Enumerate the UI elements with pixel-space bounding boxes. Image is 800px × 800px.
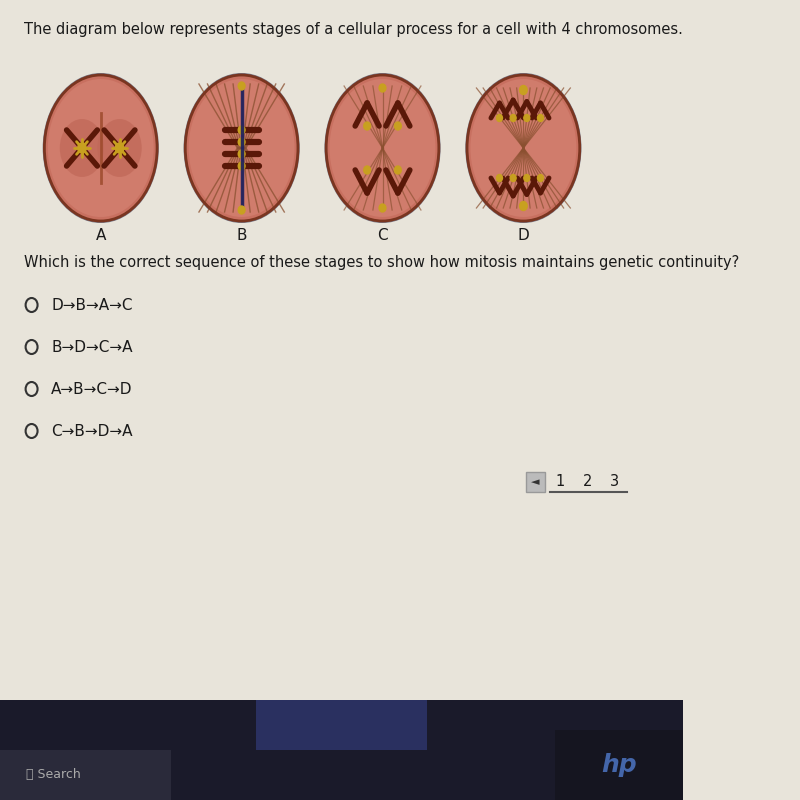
Circle shape [238, 150, 245, 158]
FancyBboxPatch shape [256, 700, 427, 750]
Circle shape [115, 143, 124, 153]
Text: ◄: ◄ [531, 477, 539, 487]
FancyBboxPatch shape [0, 750, 170, 800]
Circle shape [364, 122, 370, 130]
Circle shape [379, 204, 386, 212]
Circle shape [394, 166, 402, 174]
Circle shape [519, 202, 527, 210]
Circle shape [238, 162, 245, 170]
Circle shape [238, 126, 245, 134]
Text: B→D→C→A: B→D→C→A [51, 340, 133, 355]
Circle shape [524, 114, 530, 122]
Circle shape [538, 174, 543, 182]
Text: C: C [377, 228, 388, 243]
Circle shape [394, 122, 402, 130]
Text: D: D [518, 228, 530, 243]
Text: Which is the correct sequence of these stages to show how mitosis maintains gene: Which is the correct sequence of these s… [24, 255, 739, 270]
Ellipse shape [467, 75, 580, 221]
Circle shape [238, 82, 245, 90]
Ellipse shape [44, 75, 157, 221]
Ellipse shape [48, 79, 154, 217]
Ellipse shape [42, 73, 159, 223]
Circle shape [238, 138, 245, 146]
Text: 1: 1 [555, 474, 565, 490]
Text: C→B→D→A: C→B→D→A [51, 424, 133, 439]
Circle shape [379, 84, 386, 92]
FancyBboxPatch shape [526, 472, 545, 492]
Circle shape [78, 143, 86, 153]
Circle shape [519, 86, 527, 94]
Ellipse shape [183, 73, 300, 223]
Ellipse shape [466, 73, 582, 223]
FancyBboxPatch shape [0, 700, 683, 800]
Circle shape [497, 114, 502, 122]
Circle shape [510, 114, 516, 122]
Ellipse shape [330, 79, 435, 217]
Ellipse shape [470, 79, 576, 217]
Text: hp: hp [602, 753, 637, 777]
Text: B: B [236, 228, 247, 243]
Circle shape [538, 114, 543, 122]
Circle shape [510, 174, 516, 182]
Text: The diagram below represents stages of a cellular process for a cell with 4 chro: The diagram below represents stages of a… [24, 22, 682, 37]
FancyBboxPatch shape [555, 730, 683, 800]
Circle shape [238, 206, 245, 214]
Text: 3: 3 [610, 474, 619, 490]
Circle shape [524, 174, 530, 182]
Text: A: A [95, 228, 106, 243]
Ellipse shape [326, 75, 439, 221]
Text: D→B→A→C: D→B→A→C [51, 298, 133, 313]
Ellipse shape [325, 73, 441, 223]
Text: A→B→C→D: A→B→C→D [51, 382, 133, 397]
Circle shape [497, 174, 502, 182]
Ellipse shape [60, 119, 104, 177]
Ellipse shape [186, 75, 298, 221]
Text: 🔍 Search: 🔍 Search [26, 769, 80, 782]
Circle shape [364, 166, 370, 174]
Text: 2: 2 [582, 474, 592, 490]
Ellipse shape [98, 119, 142, 177]
Ellipse shape [189, 79, 294, 217]
